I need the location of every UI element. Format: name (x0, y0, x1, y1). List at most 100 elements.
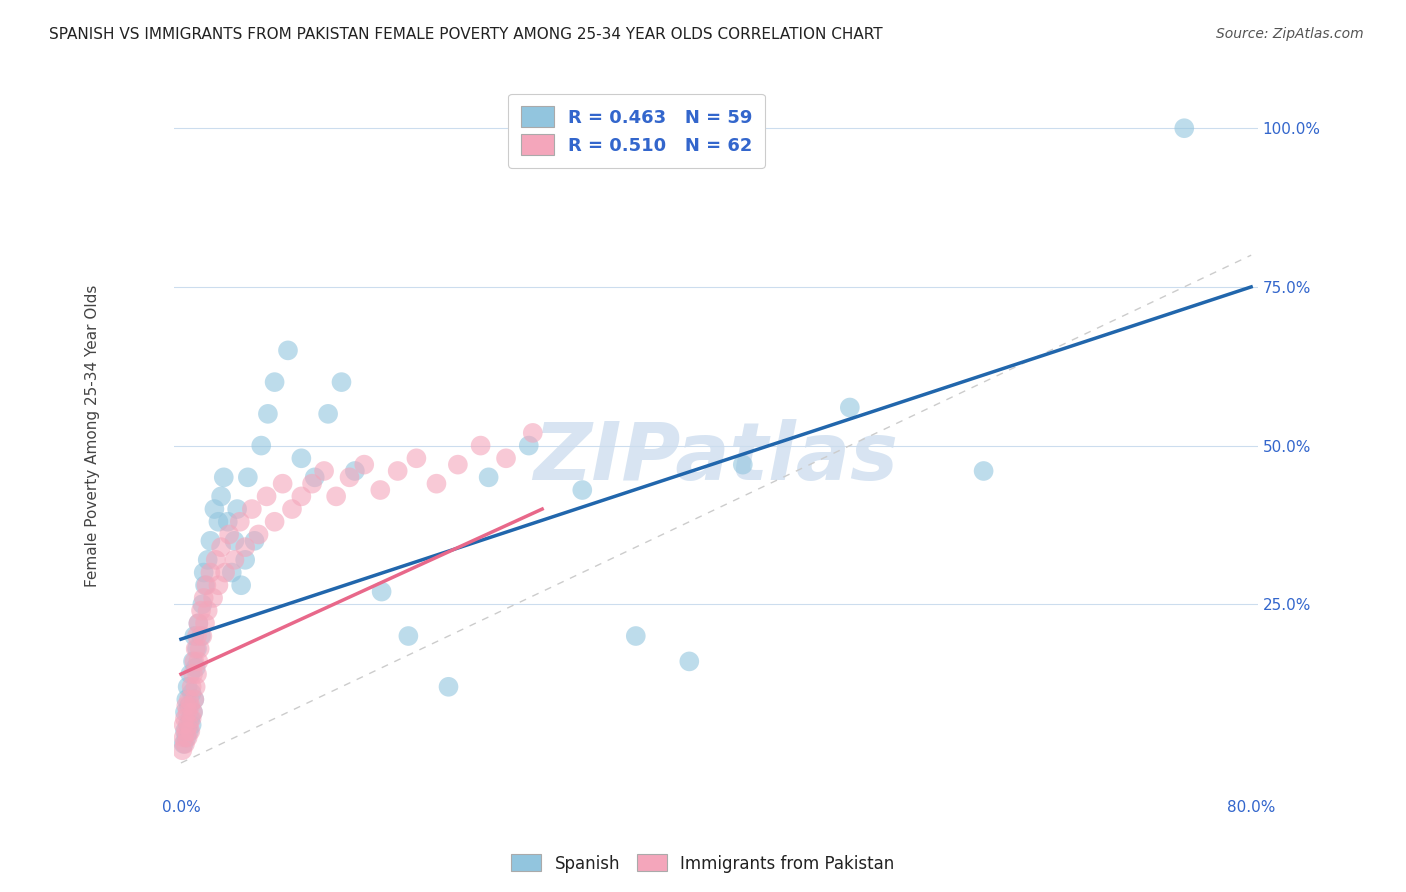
Point (176, 731, 198, 745)
Point (181, 667, 204, 681)
Point (396, 629, 419, 643)
Point (172, 743, 194, 757)
Point (290, 451, 312, 466)
Point (224, 533, 246, 548)
Point (177, 692, 200, 706)
Point (184, 641, 207, 656)
Point (571, 483, 593, 497)
Text: SPANISH VS IMMIGRANTS FROM PAKISTAN FEMALE POVERTY AMONG 25-34 YEAR OLDS CORRELA: SPANISH VS IMMIGRANTS FROM PAKISTAN FEMA… (49, 27, 883, 42)
Point (202, 502, 225, 516)
Point (183, 629, 205, 643)
Point (188, 641, 211, 656)
Point (176, 724, 198, 739)
Point (447, 458, 470, 472)
Point (316, 407, 339, 421)
Point (437, 680, 460, 694)
Point (387, 464, 409, 478)
Point (193, 566, 215, 580)
Point (202, 591, 225, 605)
Point (256, 489, 278, 503)
Point (191, 597, 214, 611)
Point (176, 698, 198, 713)
Point (257, 407, 280, 421)
Point (209, 540, 232, 554)
Point (174, 737, 197, 751)
Point (190, 604, 212, 618)
Point (207, 578, 229, 592)
Point (731, 458, 754, 472)
Point (177, 724, 200, 739)
Point (197, 604, 219, 618)
Point (177, 718, 200, 732)
Point (236, 470, 259, 484)
Point (231, 578, 253, 592)
Point (243, 533, 266, 548)
Point (290, 489, 312, 503)
Text: Source: ZipAtlas.com: Source: ZipAtlas.com (1216, 27, 1364, 41)
Point (174, 712, 197, 726)
Point (240, 502, 263, 516)
Point (190, 629, 212, 643)
Point (425, 476, 447, 491)
Point (495, 451, 517, 466)
Point (186, 629, 208, 643)
Point (173, 737, 195, 751)
Point (173, 718, 195, 732)
Point (187, 654, 209, 668)
Point (624, 629, 647, 643)
Point (183, 654, 205, 668)
Point (339, 470, 361, 484)
Point (183, 692, 205, 706)
Point (405, 451, 427, 466)
Point (226, 502, 249, 516)
Point (325, 489, 347, 503)
Point (194, 578, 217, 592)
Point (187, 616, 209, 631)
Point (179, 712, 201, 726)
Point (200, 533, 222, 548)
Point (247, 527, 270, 541)
Point (229, 515, 252, 529)
Point (180, 718, 202, 732)
Point (187, 616, 209, 631)
Point (304, 470, 326, 484)
Point (174, 705, 197, 719)
Point (173, 731, 195, 745)
Point (183, 692, 205, 706)
Point (678, 654, 700, 668)
Point (301, 476, 323, 491)
Point (179, 698, 201, 713)
Point (218, 527, 240, 541)
Point (277, 343, 299, 358)
Point (314, 464, 336, 478)
Point (281, 502, 304, 516)
Point (180, 712, 202, 726)
Point (209, 489, 232, 503)
Point (470, 439, 492, 453)
Point (271, 476, 294, 491)
Text: ZIPatlas: ZIPatlas (533, 418, 898, 497)
Point (1173, 121, 1195, 136)
Point (263, 375, 285, 389)
Point (194, 616, 217, 631)
Point (181, 654, 204, 668)
Point (214, 566, 236, 580)
Point (179, 724, 201, 739)
Point (193, 591, 215, 605)
Point (217, 515, 239, 529)
Point (197, 553, 219, 567)
Point (330, 375, 353, 389)
Point (176, 718, 198, 732)
Point (207, 515, 229, 529)
Point (179, 667, 201, 681)
Point (224, 553, 246, 567)
Point (204, 553, 226, 567)
Legend: R = 0.463   N = 59, R = 0.510   N = 62: R = 0.463 N = 59, R = 0.510 N = 62 (509, 94, 765, 168)
Legend: Spanish, Immigrants from Pakistan: Spanish, Immigrants from Pakistan (505, 847, 901, 880)
Point (176, 731, 198, 745)
Point (181, 705, 204, 719)
Point (181, 705, 204, 719)
Point (368, 483, 391, 497)
Point (176, 680, 198, 694)
Point (184, 661, 207, 675)
